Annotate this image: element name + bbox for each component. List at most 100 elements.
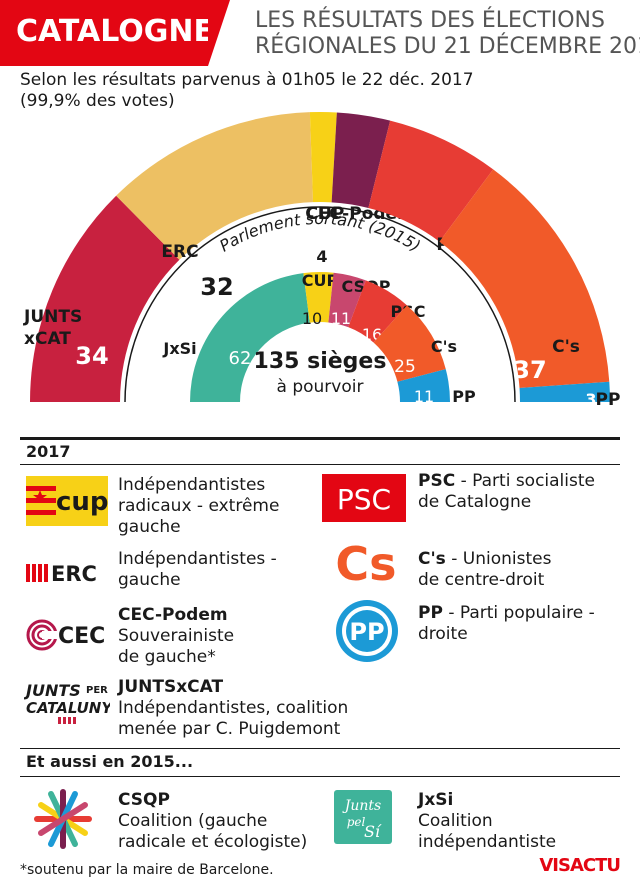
- value-label-2017-pp: 3: [585, 390, 596, 409]
- party-label-2017-erc: ERC: [161, 242, 198, 262]
- value-label-2017-c-s: 37: [513, 356, 546, 384]
- pp-logo-text: PP: [349, 618, 384, 646]
- region-tag: CATALOGNE: [0, 0, 230, 66]
- party-label-2015-pp: PP: [452, 387, 476, 406]
- slice-2017-c-s: [439, 169, 610, 389]
- legend-pp-line2: droite: [418, 624, 468, 644]
- legend-cs-name: C's: [418, 549, 446, 569]
- party-label-2017-junts-xcat-line2: xCAT: [24, 329, 71, 349]
- slice-2015-psc: [348, 280, 407, 343]
- subtitle: Selon les résultats parvenus à 01h05 le …: [20, 70, 474, 112]
- value-label-2015-jxsi: 62: [229, 348, 252, 369]
- slice-2015-csqp: [328, 272, 366, 328]
- value-label-2017-cup: 4: [316, 247, 327, 266]
- legend-cec-line2: Souverainiste: [118, 626, 235, 646]
- footnote: *soutenu par la maire de Barcelone.: [20, 862, 274, 878]
- subtitle-line2: (99,9% des votes): [20, 91, 175, 111]
- legend-cec-line3: de gauche*: [118, 647, 216, 667]
- legend-item-juntsxcat: JUNTSxCAT Indépendantistes, coalition me…: [118, 677, 348, 740]
- page-title-line2: RÉGIONALES DU 21 DÉCEMBRE 2017: [255, 34, 640, 59]
- slice-2017-pp: [519, 381, 610, 402]
- legend-psc-line1: - Parti socialiste: [455, 471, 595, 491]
- erc-logo-icon: ERC: [26, 562, 97, 584]
- legend-jxsi-line3: indépendantiste: [418, 832, 557, 852]
- junts-per-catalunya-logo-icon: JUNTS PER CATALUNYA: [24, 681, 110, 724]
- cup-logo-icon: cup: [26, 476, 108, 526]
- center-label-line1: 135 sièges: [254, 349, 387, 374]
- party-label-2017-c-s: C's: [552, 337, 580, 357]
- legend-pp-name: PP: [418, 603, 443, 623]
- jxsi-logo-line1: Junts: [342, 798, 381, 814]
- legend-psc-name: PSC: [418, 471, 456, 491]
- cec-logo-icon: CEC: [26, 619, 105, 651]
- party-label-2015-cup: CUP: [302, 271, 339, 290]
- legend-juntsxcat-name: JUNTSxCAT: [118, 677, 224, 697]
- legend-pp-line1: - Parti populaire -: [442, 603, 595, 623]
- legend-jxsi-name: JxSi: [418, 790, 454, 810]
- slice-2015-pp: [397, 369, 450, 402]
- legend-juntsxcat-line3: menée par C. Puigdemont: [118, 719, 341, 739]
- value-label-2015-c-s: 25: [394, 357, 416, 377]
- party-label-2017-pp: PP: [596, 390, 621, 410]
- section-2015-label: Et aussi en 2015...: [26, 752, 194, 771]
- slice-2017-cup: [309, 112, 337, 203]
- brand-name: VISACTU: [539, 855, 621, 876]
- slice-2017-junts-xcat: [30, 195, 180, 402]
- cs-logo-text: Cs: [335, 537, 396, 590]
- jxsi-logo-line2: pel: [347, 815, 366, 829]
- legend-csqp-line2: Coalition (gauche: [118, 811, 268, 831]
- legend-cs-line1: - Unionistes: [445, 549, 552, 569]
- center-label-line2: à pourvoir: [277, 377, 364, 397]
- legend-erc-line2: gauche: [118, 570, 181, 590]
- subtitle-line1: Selon les résultats parvenus à 01h05 le …: [20, 70, 474, 90]
- legend-erc-line1: Indépendantistes -: [118, 549, 277, 569]
- party-label-2017-junts-xcat-line1: JUNTS: [23, 307, 82, 327]
- legend-divider-2015-top: [20, 748, 620, 749]
- cup-logo-text: cup: [56, 487, 108, 517]
- junts-logo-line1: JUNTS: [24, 681, 81, 700]
- party-label-2015-c-s: C's: [431, 337, 457, 356]
- jxsi-logo-line3: Sí: [364, 822, 382, 841]
- erc-logo-text: ERC: [51, 562, 97, 584]
- legend-item-erc: Indépendantistes - gauche: [118, 549, 277, 591]
- value-label-2015-cup: 10: [302, 309, 322, 328]
- party-label-2015-jxsi: JxSi: [162, 339, 196, 358]
- party-label-2017-cup: CUP: [306, 204, 345, 224]
- page-title: LES RÉSULTATS DES ÉLECTIONS RÉGIONALES D…: [255, 8, 640, 60]
- slice-2017-psc: [368, 120, 494, 242]
- legend-divider-2017: [20, 464, 620, 465]
- brand-logo: VISACTU: [539, 855, 621, 876]
- legend-jxsi-line2: Coalition: [418, 811, 493, 831]
- legend-csqp-line3: radicale et écologiste): [118, 832, 308, 852]
- pp-logo-icon: PP: [336, 600, 398, 662]
- slice-2015-c-s: [373, 305, 446, 382]
- csqp-logo-icon: [34, 789, 92, 849]
- legend-top-rule: [20, 437, 620, 440]
- divider-arc: [124, 206, 516, 403]
- legend-item-jxsi: JxSi Coalition indépendantiste: [418, 790, 556, 853]
- slice-2015-jxsi: [190, 273, 310, 402]
- value-label-2015-pp: 11: [414, 387, 434, 406]
- legend-item-cs: C's - Unionistes de centre-droit: [418, 549, 551, 591]
- slice-2015-cup: [303, 272, 334, 323]
- hemicycle-chart: 34JUNTSxCAT32ERC4CUP8CEC-Podem17PSC37C's…: [23, 112, 621, 410]
- jxsi-logo-icon: Junts pel Sí: [334, 790, 392, 844]
- section-2017-label: 2017: [26, 442, 71, 461]
- junts-logo-line3: CATALUNYA: [26, 699, 110, 717]
- page-title-line1: LES RÉSULTATS DES ÉLECTIONS: [255, 8, 605, 33]
- legend-item-cec: CEC-Podem Souverainiste de gauche*: [118, 605, 234, 668]
- psc-logo-text: PSC: [337, 483, 391, 516]
- legend-csqp-name: CSQP: [118, 790, 170, 810]
- legend-item-cup: Indépendantistes radicaux - extrême gauc…: [118, 475, 279, 538]
- value-label-2017-cec-podem: 8: [352, 247, 363, 266]
- value-label-2017-junts-xcat: 34: [75, 342, 108, 370]
- cec-logo-text: CEC: [58, 624, 105, 649]
- junts-logo-line2: PER: [86, 685, 108, 696]
- value-label-2015-csqp: 11: [331, 309, 351, 328]
- region-tag-label: CATALOGNE: [16, 14, 215, 49]
- legend-cup-line3: gauche: [118, 517, 181, 537]
- psc-logo-icon: PSC: [322, 474, 406, 522]
- cs-logo-icon: Cs: [335, 537, 396, 590]
- legend-item-psc: PSC - Parti socialiste de Catalogne: [418, 471, 595, 513]
- value-label-2017-erc: 32: [200, 273, 233, 301]
